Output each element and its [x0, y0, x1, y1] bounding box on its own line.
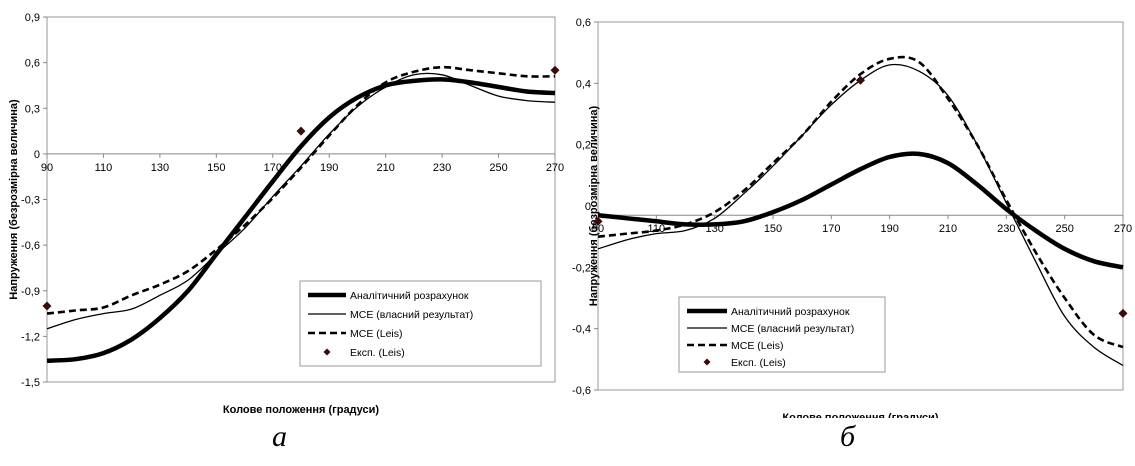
b-y-tick-label: 0,4	[576, 78, 591, 90]
a-series-dashed	[46, 65, 556, 315]
a-y-tick-label: 0,9	[25, 12, 40, 24]
b-y-axis-title: Напруження (безрозмірна величина)	[588, 105, 600, 306]
a-y-tick-label: 0,3	[25, 103, 40, 115]
a-y-tick-label: 0,6	[25, 58, 40, 70]
caption-a: а	[272, 420, 287, 453]
b-y-tick-label: 0	[585, 201, 591, 213]
a-legend-label: Аналітичний розрахунок	[350, 290, 469, 302]
b-y-tick-label: -0,2	[572, 262, 591, 274]
a-y-tick-label: -1,5	[21, 377, 40, 389]
a-x-tick-label: 230	[433, 162, 451, 174]
a-x-tick-label: 270	[546, 162, 564, 174]
b-x-tick-label: 230	[997, 223, 1015, 235]
b-x-tick-label: 250	[1055, 223, 1073, 235]
a-data-point	[42, 301, 52, 311]
a-x-tick-label: 190	[320, 162, 338, 174]
chart-b: 0,60,40,20-0,2-0,4-0,690 110 130 150 170 190 2…	[572, 17, 1132, 418]
a-legend-marker	[323, 348, 331, 356]
b-y-tick-label: -0,6	[572, 385, 591, 397]
b-x-tick-label: 270	[1114, 223, 1132, 235]
a-y-tick-label: -0,9	[21, 286, 40, 298]
a-data-point	[296, 126, 306, 136]
a-legend-label: МСЕ (Leis)	[350, 328, 403, 340]
a-x-tick-label: 250	[489, 162, 507, 174]
b-x-axis-title: Колове положення (градуси)	[782, 412, 938, 418]
a-x-axis-title: Колове положення (градуси)	[223, 404, 379, 416]
chart-a: 0,9 0,6 0,3 0 -0,3 -0,6 -0,9 -1,2 -1,5 90 110 130 15…	[8, 12, 564, 416]
a-x-tick-label: 110	[95, 162, 113, 174]
a-legend-label: Експ. (Leis)	[350, 347, 405, 359]
b-x-tick-label: 90	[592, 223, 604, 235]
b-x-tick-label: 170	[822, 223, 840, 235]
b-x-tick-label: 150	[764, 223, 782, 235]
a-x-tick-label: 170	[264, 162, 282, 174]
caption-b: б	[840, 420, 856, 453]
b-series-thick	[597, 151, 1124, 270]
b-legend-label: МСЕ (власний результат)	[731, 323, 854, 335]
b-legend-label: Аналітичний розрахунок	[731, 306, 850, 318]
b-legend-marker	[703, 358, 711, 366]
a-series-thick	[46, 77, 556, 363]
b-data-point	[593, 216, 603, 226]
b-y-tick-label: 0,6	[576, 17, 591, 29]
b-y-tick-label: 0,2	[576, 140, 591, 152]
b-legend-label: Експ. (Leis)	[731, 357, 786, 369]
a-x-tick-label: 90	[41, 162, 53, 174]
a-y-axis-title: Напруження (безрозмірна величина)	[8, 99, 20, 300]
a-y-tick-label: -1,2	[21, 331, 40, 343]
a-x-tick-label: 210	[376, 162, 394, 174]
a-legend-label: МСЕ (власний результат)	[350, 309, 473, 321]
a-data-point	[550, 65, 560, 75]
b-data-point	[856, 75, 865, 85]
a-y-tick-label: -0,6	[21, 240, 40, 252]
a-x-tick-label: 130	[151, 162, 169, 174]
b-y-tick-label: -0,4	[572, 324, 591, 336]
b-x-tick-label: 190	[880, 223, 898, 235]
b-data-point	[1118, 308, 1128, 318]
b-legend-label: МСЕ (Leis)	[731, 340, 784, 352]
a-x-tick-label: 150	[207, 162, 225, 174]
a-y-tick-label: -0,3	[21, 195, 40, 207]
b-x-tick-label: 210	[939, 223, 957, 235]
a-y-tick-label: 0	[34, 149, 40, 161]
